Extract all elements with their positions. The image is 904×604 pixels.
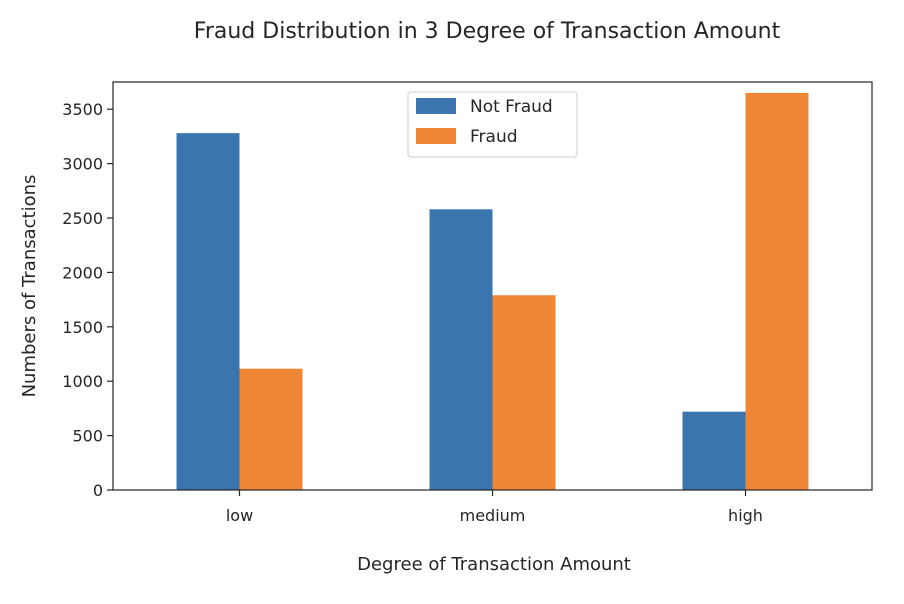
y-tick-label: 500	[72, 427, 103, 446]
bars-group	[176, 92, 809, 491]
x-axis-label: Degree of Transaction Amount	[357, 554, 631, 575]
chart-title: Fraud Distribution in 3 Degree of Transa…	[194, 19, 781, 44]
y-tick-label: 0	[93, 481, 103, 500]
legend-label-fraud: Fraud	[470, 127, 518, 147]
bar-fraud-low	[239, 368, 303, 490]
bar-not-fraud-low	[176, 133, 240, 491]
y-tick-label: 2000	[62, 263, 103, 282]
x-tick-label-low: low	[226, 506, 253, 525]
legend-swatch-not-fraud	[416, 98, 456, 114]
x-tick-label-medium: medium	[460, 506, 526, 525]
legend-swatch-fraud	[416, 128, 456, 144]
bar-fraud-high	[745, 92, 809, 490]
y-tick-label: 1500	[62, 318, 103, 337]
legend: Not Fraud Fraud	[407, 91, 578, 158]
bar-not-fraud-medium	[429, 209, 493, 490]
y-tick-label: 3000	[62, 155, 103, 174]
plot-area-frame	[112, 81, 873, 491]
bar-not-fraud-high	[682, 411, 746, 490]
legend-label-not-fraud: Not Fraud	[470, 97, 553, 117]
x-tick-label-high: high	[728, 506, 763, 525]
y-tick-label: 3500	[62, 100, 103, 119]
y-axis-ticks: 0 500 1000 1500 2000 2500 3000 3500	[62, 100, 113, 500]
y-axis-label: Numbers of Transactions	[19, 175, 40, 398]
bar-fraud-medium	[492, 295, 556, 490]
y-tick-label: 1000	[62, 372, 103, 391]
x-axis-ticks: low medium high	[226, 490, 763, 525]
y-tick-label: 2500	[62, 209, 103, 228]
